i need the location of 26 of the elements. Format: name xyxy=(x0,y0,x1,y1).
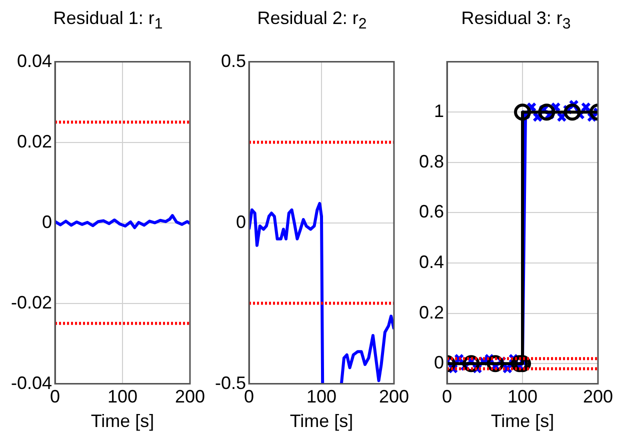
chart-title: Residual 2: r$_{2}$ xyxy=(257,8,367,35)
x-axis-title: Time [s] xyxy=(290,411,354,432)
x-tick-label: 200 xyxy=(582,386,614,407)
y-tick-label: 0.5 xyxy=(220,50,246,71)
y-tick-label: -0.5 xyxy=(214,372,246,393)
y-tick-label: 0.8 xyxy=(418,151,444,172)
y-tick-label: 0.6 xyxy=(418,202,444,222)
y-tick-label: 0.2 xyxy=(418,302,444,322)
y-tick-label: 0.4 xyxy=(418,252,444,272)
x-tick-label: 200 xyxy=(174,386,206,407)
y-tick-label: -0.04 xyxy=(10,372,52,393)
chart-title: Residual 1: r$_{1}$ xyxy=(53,8,163,35)
x-tick-label: 100 xyxy=(107,386,138,407)
y-tick-label: 0 xyxy=(236,212,246,232)
y-tick-label: 0 xyxy=(434,352,444,373)
chart-title: Residual 3: r$_{3}$ xyxy=(461,8,571,35)
y-tick-label: 0.04 xyxy=(16,50,52,71)
y-tick-label: 1 xyxy=(434,101,444,122)
x-tick-label: 100 xyxy=(507,386,538,407)
y-tick-label: 0 xyxy=(42,212,52,232)
y-tick-label: 0.02 xyxy=(16,131,52,152)
x-tick-label: 200 xyxy=(378,386,410,407)
y-tick-label: -0.02 xyxy=(10,292,52,312)
x-tick-label: 100 xyxy=(306,386,337,407)
x-axis-title: Time [s] xyxy=(90,411,154,432)
x-axis-title: Time [s] xyxy=(490,411,554,432)
